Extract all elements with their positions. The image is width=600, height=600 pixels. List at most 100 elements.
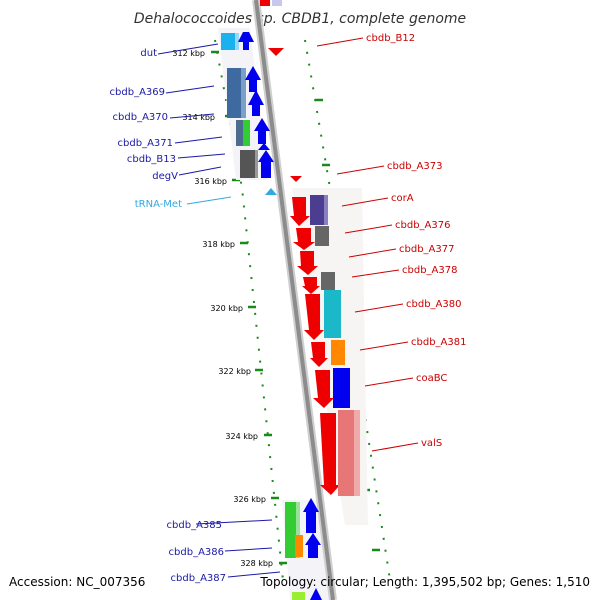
gene-block-cbdb-a376[interactable] — [315, 226, 329, 246]
gene-arrow-cbdb-a373[interactable] — [290, 176, 302, 182]
gene-label-degv[interactable]: degV — [152, 171, 178, 182]
gene-block-vals[interactable] — [338, 410, 354, 496]
gene-label-dut[interactable]: dut — [140, 48, 157, 59]
leader-cbdb-b12 — [316, 37, 364, 47]
gene-block-degv-edge — [255, 150, 258, 178]
gene-label-cbdb-a385[interactable]: cbdb_A385 — [167, 520, 222, 531]
topology-label: Topology: circular; Length: 1,395,502 bp… — [259, 575, 590, 589]
gene-block-cbdb-a369[interactable] — [227, 68, 241, 118]
leader-cbdb-a377 — [348, 248, 397, 258]
kbp-label: 312 kbp — [172, 49, 205, 58]
gene-block-cbdb-a371-green[interactable] — [243, 120, 250, 146]
gene-label-cbdb-a381[interactable]: cbdb_A381 — [411, 337, 466, 348]
leader-dut — [157, 43, 219, 55]
right-features — [268, 48, 360, 496]
left-gene-labels: dut cbdb_A369 cbdb_A370 cbdb_A371 cbdb_B… — [110, 48, 226, 584]
leader-cbdb-a376 — [344, 224, 393, 234]
gene-label-cbdb-a377[interactable]: cbdb_A377 — [399, 244, 454, 255]
gene-block-cora-edge — [324, 195, 328, 225]
gene-label-cbdb-a378[interactable]: cbdb_A378 — [402, 265, 457, 276]
kbp-label: 328 kbp — [240, 559, 273, 568]
gene-block-coabc[interactable] — [333, 368, 350, 408]
gene-arrow-cbdb-a387[interactable] — [310, 588, 322, 600]
leader-trna-met — [186, 196, 232, 205]
leader-cbdb-a370 — [169, 113, 215, 119]
genome-backbone — [252, 0, 337, 600]
top-partial-genes — [260, 0, 282, 6]
gene-arrow-dut[interactable] — [238, 32, 254, 50]
gene-arrow-cbdb-a380[interactable] — [304, 294, 324, 340]
gene-label-coabc[interactable]: coaBC — [416, 373, 447, 384]
gene-label-cora[interactable]: corA — [391, 193, 414, 204]
gene-arrow-coabc[interactable] — [313, 370, 334, 408]
leader-cbdb-b13 — [177, 153, 226, 159]
label-leader-lines — [157, 37, 419, 578]
gene-block-cora[interactable] — [310, 195, 324, 225]
gene-block-cbdb-a371[interactable] — [236, 120, 243, 146]
gene-arrow-cbdb-a371[interactable] — [254, 118, 270, 144]
gene-arrow-cbdb-a377[interactable] — [297, 251, 318, 275]
leader-cbdb-a386 — [224, 547, 273, 552]
accession-label: Accession: NC_007356 — [9, 575, 145, 589]
gene-block-cbdb-a369-edge — [241, 68, 246, 118]
kbp-tick-labels: 312 kbp 314 kbp 316 kbp 318 kbp 320 kbp … — [172, 49, 273, 568]
leader-cbdb-a369 — [165, 85, 215, 94]
gene-arrow-cbdb-a378[interactable] — [302, 277, 320, 294]
gene-arrow-cbdb-a369[interactable] — [245, 66, 261, 92]
gene-label-cbdb-a386[interactable]: cbdb_A386 — [169, 547, 224, 558]
gene-block-cbdb-a385[interactable] — [285, 502, 296, 558]
leader-vals — [371, 442, 419, 452]
leader-cbdb-a371 — [174, 136, 223, 144]
gene-block-dut-edge — [235, 33, 239, 50]
genome-title: Dehalococcoides sp. CBDB1, complete geno… — [134, 11, 466, 27]
gene-label-cbdb-b12[interactable]: cbdb_B12 — [366, 33, 415, 44]
gene-block-cbdb-a387[interactable] — [292, 592, 305, 600]
gene-block-cbdb-a386[interactable] — [295, 535, 303, 557]
gene-label-vals[interactable]: valS — [421, 438, 442, 449]
gene-feature[interactable] — [272, 0, 282, 6]
gene-label-cbdb-a369[interactable]: cbdb_A369 — [110, 87, 165, 98]
leader-coabc — [364, 377, 414, 387]
gene-arrow-cbdb-a381[interactable] — [310, 342, 328, 367]
gene-label-cbdb-a376[interactable]: cbdb_A376 — [395, 220, 450, 231]
gene-arrow-cora[interactable] — [290, 197, 310, 226]
gene-block-cbdb-a381[interactable] — [331, 340, 345, 365]
leader-cbdb-a385 — [195, 519, 273, 525]
gene-label-cbdb-b13[interactable]: cbdb_B13 — [127, 154, 176, 165]
gene-arrow-degv[interactable] — [258, 150, 274, 178]
leader-degv — [178, 166, 222, 176]
kbp-label: 320 kbp — [210, 304, 243, 313]
trna-met-marker[interactable] — [265, 188, 277, 195]
gene-arrow-vals[interactable] — [320, 413, 340, 495]
right-gene-labels: cbdb_B12 cbdb_A373 corA cbdb_A376 cbdb_A… — [366, 33, 466, 449]
gene-block-cbdb-a385-edge — [296, 502, 300, 558]
gene-arrow-cbdb-a376[interactable] — [293, 228, 315, 250]
gene-block-cbdb-a378[interactable] — [321, 272, 335, 290]
gene-arrow-cbdb-a385[interactable] — [303, 498, 319, 533]
leader-cbdb-a387 — [227, 571, 281, 578]
gene-label-cbdb-a371[interactable]: cbdb_A371 — [118, 138, 173, 149]
gene-feature[interactable] — [260, 0, 270, 6]
gene-arrow-cbdb-b12[interactable] — [268, 48, 284, 56]
leader-cbdb-a378 — [351, 269, 400, 278]
kbp-label: 314 kbp — [182, 113, 215, 122]
gene-arrow-cbdb-b13[interactable] — [258, 143, 270, 150]
gene-label-trna-met[interactable]: tRNA-Met — [135, 199, 182, 210]
gene-block-degv[interactable] — [240, 150, 255, 178]
gene-label-cbdb-a370[interactable]: cbdb_A370 — [113, 112, 168, 123]
gene-label-cbdb-a373[interactable]: cbdb_A373 — [387, 161, 442, 172]
gene-arrow-cbdb-a370[interactable] — [248, 90, 264, 116]
leader-cbdb-a380 — [354, 303, 404, 313]
gene-label-cbdb-a387[interactable]: cbdb_A387 — [171, 573, 226, 584]
gene-block-cbdb-a380[interactable] — [324, 290, 341, 338]
gene-label-cbdb-a380[interactable]: cbdb_A380 — [406, 299, 461, 310]
kbp-label: 326 kbp — [233, 495, 266, 504]
kbp-label: 318 kbp — [202, 240, 235, 249]
leader-cbdb-a381 — [359, 341, 409, 351]
leader-cbdb-a373 — [336, 165, 385, 175]
kbp-label: 324 kbp — [225, 432, 258, 441]
gene-block-vals-edge — [354, 410, 360, 496]
gene-block-dut[interactable] — [221, 33, 235, 50]
gene-arrow-cbdb-a386[interactable] — [305, 533, 321, 558]
